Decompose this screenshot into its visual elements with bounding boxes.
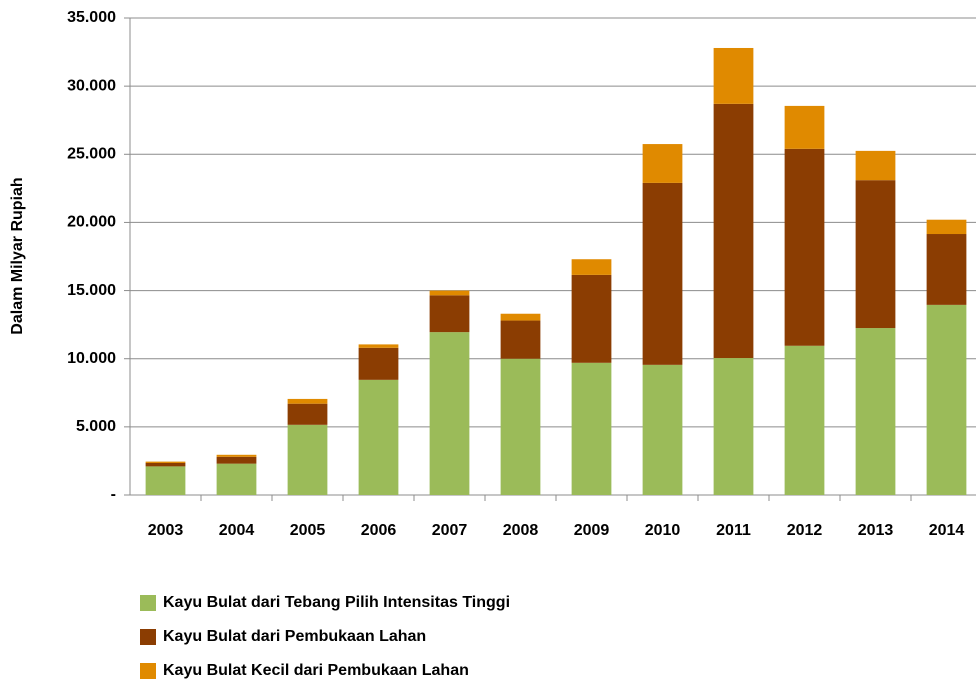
y-tick-label: 10.000 xyxy=(67,350,116,367)
x-tick-label: 2005 xyxy=(290,522,326,539)
bar-segment xyxy=(642,182,683,365)
bar-segment xyxy=(855,328,896,495)
bar-segment xyxy=(216,456,257,464)
bar-segment xyxy=(216,463,257,495)
bar-segment xyxy=(216,454,257,457)
bar-segment xyxy=(571,362,612,495)
bar-segment xyxy=(287,398,328,404)
bar-segment xyxy=(784,345,825,495)
y-tick-label: 25.000 xyxy=(67,146,116,163)
x-tick-label: 2007 xyxy=(432,522,468,539)
bar-segment xyxy=(713,358,754,495)
y-tick-label: 35.000 xyxy=(67,9,116,26)
bar-segment xyxy=(926,219,967,235)
legend-swatch xyxy=(140,663,156,679)
y-tick-label: - xyxy=(111,486,116,503)
bar-segment xyxy=(784,148,825,346)
bar-segment xyxy=(500,358,541,495)
bar-segment xyxy=(713,47,754,104)
y-axis-label: Dalam Milyar Rupiah xyxy=(9,177,26,334)
x-tick-label: 2014 xyxy=(929,522,965,539)
bar-segment xyxy=(642,144,683,183)
bar-segment xyxy=(855,150,896,181)
x-tick-label: 2013 xyxy=(858,522,894,539)
bar-segment xyxy=(500,320,541,359)
bar-segment xyxy=(429,290,470,296)
bar-segment xyxy=(926,304,967,495)
bar-segment xyxy=(571,274,612,363)
bar-segment xyxy=(358,379,399,495)
x-tick-label: 2012 xyxy=(787,522,823,539)
bar-segment xyxy=(855,180,896,329)
bar-segment xyxy=(358,347,399,380)
bar-segment xyxy=(429,295,470,333)
x-tick-label: 2008 xyxy=(503,522,539,539)
bar-segment xyxy=(571,259,612,275)
bar-segment xyxy=(926,234,967,305)
legend-label: Kayu Bulat Kecil dari Pembukaan Lahan xyxy=(163,662,469,679)
legend-swatch xyxy=(140,629,156,645)
y-tick-label: 5.000 xyxy=(76,418,116,435)
bar-segment xyxy=(500,313,541,321)
bar-segment xyxy=(145,461,186,463)
bar-segment xyxy=(713,103,754,359)
bar-segment xyxy=(784,105,825,149)
bar-segment xyxy=(642,364,683,495)
legend-label: Kayu Bulat dari Tebang Pilih Intensitas … xyxy=(163,594,510,611)
x-tick-label: 2004 xyxy=(219,522,255,539)
y-tick-label: 20.000 xyxy=(67,214,116,231)
bar-segment xyxy=(287,403,328,425)
x-tick-label: 2006 xyxy=(361,522,397,539)
bar-segment xyxy=(358,344,399,348)
legend-swatch xyxy=(140,595,156,611)
x-tick-label: 2003 xyxy=(148,522,184,539)
y-tick-label: 30.000 xyxy=(67,77,116,94)
legend-label: Kayu Bulat dari Pembukaan Lahan xyxy=(163,628,426,645)
bar-segment xyxy=(429,332,470,495)
bar-segment xyxy=(287,424,328,495)
bar-segment xyxy=(145,462,186,467)
y-tick-label: 15.000 xyxy=(67,282,116,299)
bar-segment xyxy=(145,466,186,495)
x-tick-label: 2010 xyxy=(645,522,681,539)
x-tick-label: 2011 xyxy=(716,522,751,539)
x-tick-label: 2009 xyxy=(574,522,610,539)
